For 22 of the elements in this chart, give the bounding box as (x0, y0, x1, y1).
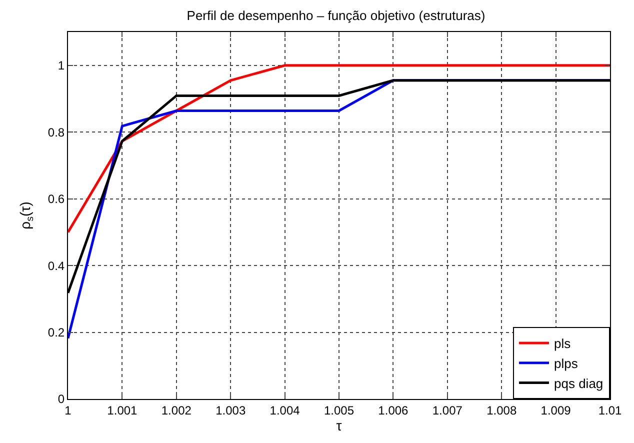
legend-label: pls (554, 336, 572, 352)
legend-label: pqs diag (554, 376, 604, 391)
x-tick-label: 1.009 (540, 403, 572, 418)
y-tick-label: 0.4 (48, 258, 65, 273)
x-tick-label: 1.01 (598, 403, 622, 418)
y-tick-label: 1 (58, 58, 65, 73)
line-series (68, 64, 610, 234)
y-tick-label: 0.8 (48, 125, 65, 140)
x-tick-label: 1.004 (270, 403, 300, 418)
chart-title: Perfil de desempenho – função objetivo (estruturas) (186, 8, 486, 24)
x-tick-label: 1.001 (107, 403, 138, 418)
x-axis-title: τ (336, 418, 342, 434)
x-tick-label: 1.005 (324, 403, 354, 418)
x-tick-label: 1.003 (216, 403, 246, 418)
legend-label: plps (554, 356, 578, 371)
y-tick-label: 0.2 (48, 325, 65, 340)
x-tick-label: 1.002 (161, 403, 192, 418)
x-tick-label: 1.008 (486, 403, 517, 418)
x-tick-label: 1.007 (432, 403, 463, 418)
x-tick-label: 1.006 (378, 403, 409, 418)
y-tick-label: 0.6 (48, 192, 65, 206)
y-tick-label: 0 (58, 392, 65, 406)
